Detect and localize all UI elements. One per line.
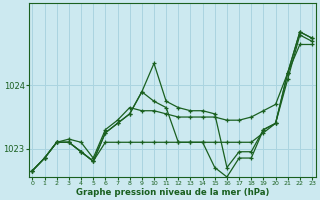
X-axis label: Graphe pression niveau de la mer (hPa): Graphe pression niveau de la mer (hPa): [76, 188, 269, 197]
